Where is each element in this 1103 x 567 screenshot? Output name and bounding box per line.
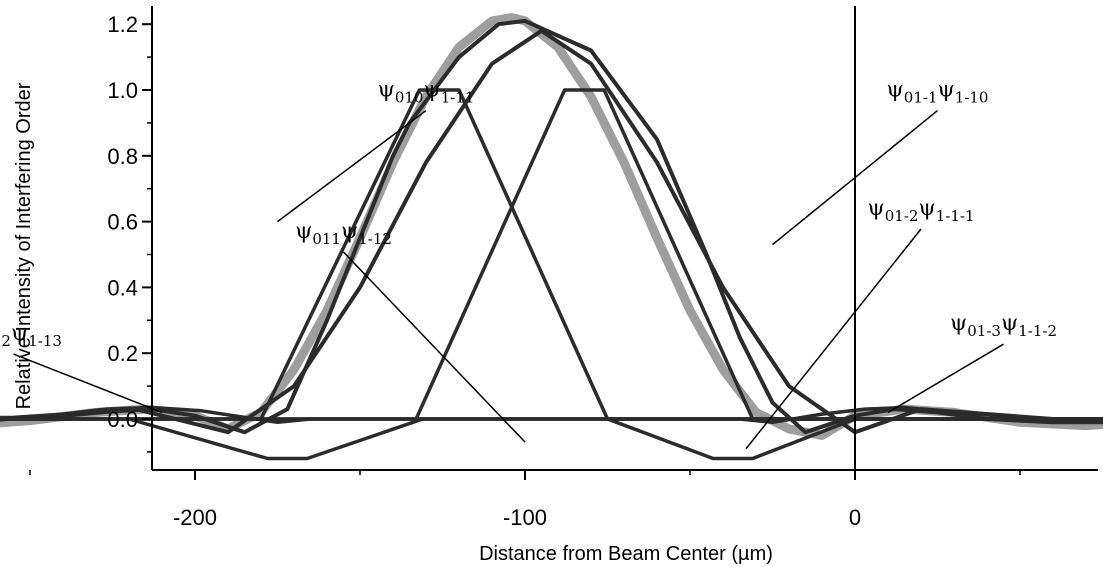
x-tick-label: -100 [503,505,547,530]
annotation-leader-a012 [13,353,163,414]
annotation-a01m1: ψ01-1ψ1-10 [887,78,989,107]
series-line-4 [0,88,1103,421]
annotation-layer: ψ010ψ1-11 ψ01-1ψ1-10 ψ011ψ1-12 ψ01-2ψ1-1-1 ψ… [0,78,1057,350]
annotation-a011: ψ011ψ1-12 [295,219,392,248]
annotation-a01m2: ψ01-2ψ1-1-1 [867,196,974,225]
annotation-a010: ψ010ψ1-11 [378,78,475,107]
y-tick-label: 0.2 [107,341,138,366]
y-tick-label: 0.6 [107,210,138,235]
series-line-3 [0,88,1103,421]
annotation-leader-a01m3 [887,343,1004,414]
y-tick-label: 0.0 [107,407,138,432]
y-tick-label: 0.8 [107,144,138,169]
series-line-6 [0,417,1103,461]
y-tick-label: 1.0 [107,78,138,103]
y-tick-label: 1.2 [107,12,138,37]
series-line-7 [0,405,1103,425]
annotation-a012: ψ012ψ1-13 [0,321,62,350]
series-line-8 [605,405,1103,425]
plot-area [0,6,1103,470]
y-tick-label: 0.4 [107,275,138,300]
annotation-a01m3: ψ01-3ψ1-1-2 [950,311,1057,340]
series-line-5 [0,417,1103,461]
y-axis-title: Relative Intensity of Interfering Order [13,82,35,409]
series-line-1 [0,28,1103,435]
annotation-leader-a011 [342,251,526,443]
series-line-2 [0,18,1103,435]
x-tick-label: -200 [173,505,217,530]
x-tick-label: 0 [849,505,861,530]
x-axis-title: Distance from Beam Center (µm) [479,543,773,565]
annotation-leader-a010 [277,109,427,223]
leader-layer [13,109,1004,450]
annotation-leader-a01m2 [745,228,922,450]
axes-layer: 0.00.20.40.60.81.01.2-300-200-1000100 [29,6,1098,530]
series-layer [0,18,1103,461]
